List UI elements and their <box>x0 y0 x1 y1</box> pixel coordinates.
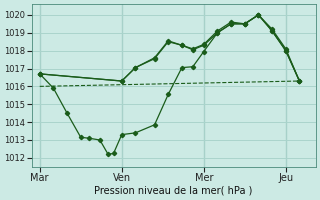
X-axis label: Pression niveau de la mer( hPa ): Pression niveau de la mer( hPa ) <box>94 186 253 196</box>
